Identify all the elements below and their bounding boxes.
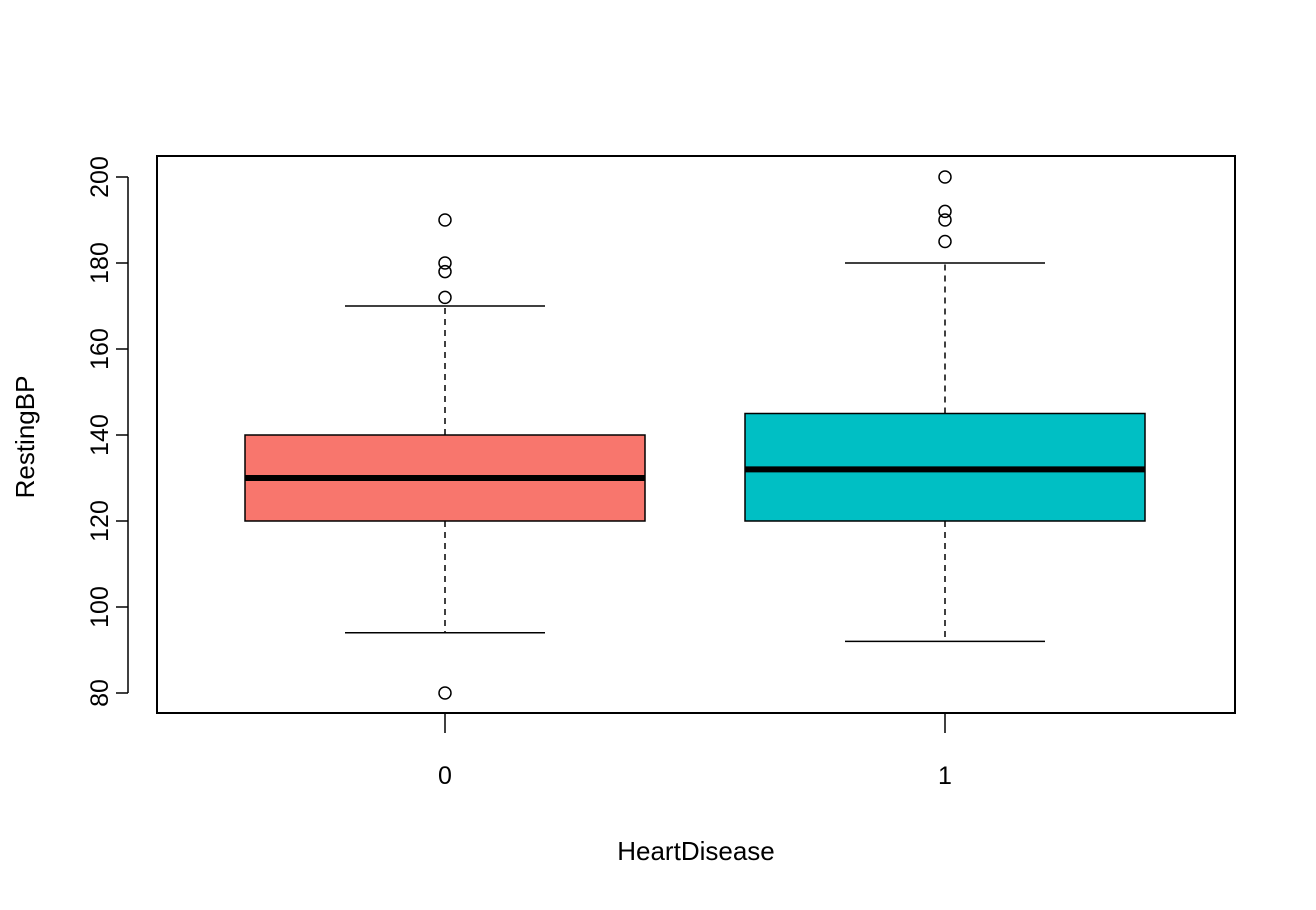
x-tick-label: 0	[438, 762, 452, 790]
outlier-point	[438, 290, 452, 305]
outlier-point	[438, 213, 452, 227]
outlier-point	[438, 256, 452, 270]
boxes-layer	[244, 170, 1146, 700]
y-tick-label: 180	[86, 242, 114, 284]
box-group-0	[244, 213, 646, 700]
outlier-point	[938, 204, 952, 219]
y-tick-label: 120	[86, 500, 114, 542]
outlier-point	[938, 170, 952, 184]
y-tick-label: 140	[86, 414, 114, 456]
outlier-point	[438, 686, 452, 700]
box-group-1	[744, 170, 1146, 643]
y-tick-label: 80	[86, 679, 114, 707]
y-tick-label: 160	[86, 328, 114, 370]
y-tick-label: 200	[86, 156, 114, 198]
outlier-point	[438, 264, 452, 279]
y-tick-label: 100	[86, 586, 114, 628]
y-axis: 80 100 120 140 160 180 200	[86, 156, 129, 707]
x-tick-label: 1	[938, 762, 952, 790]
outlier-point	[938, 234, 952, 249]
y-axis-label: RestingBP	[10, 376, 40, 499]
outlier-point	[938, 213, 952, 227]
x-axis-label: HeartDisease	[617, 836, 775, 866]
